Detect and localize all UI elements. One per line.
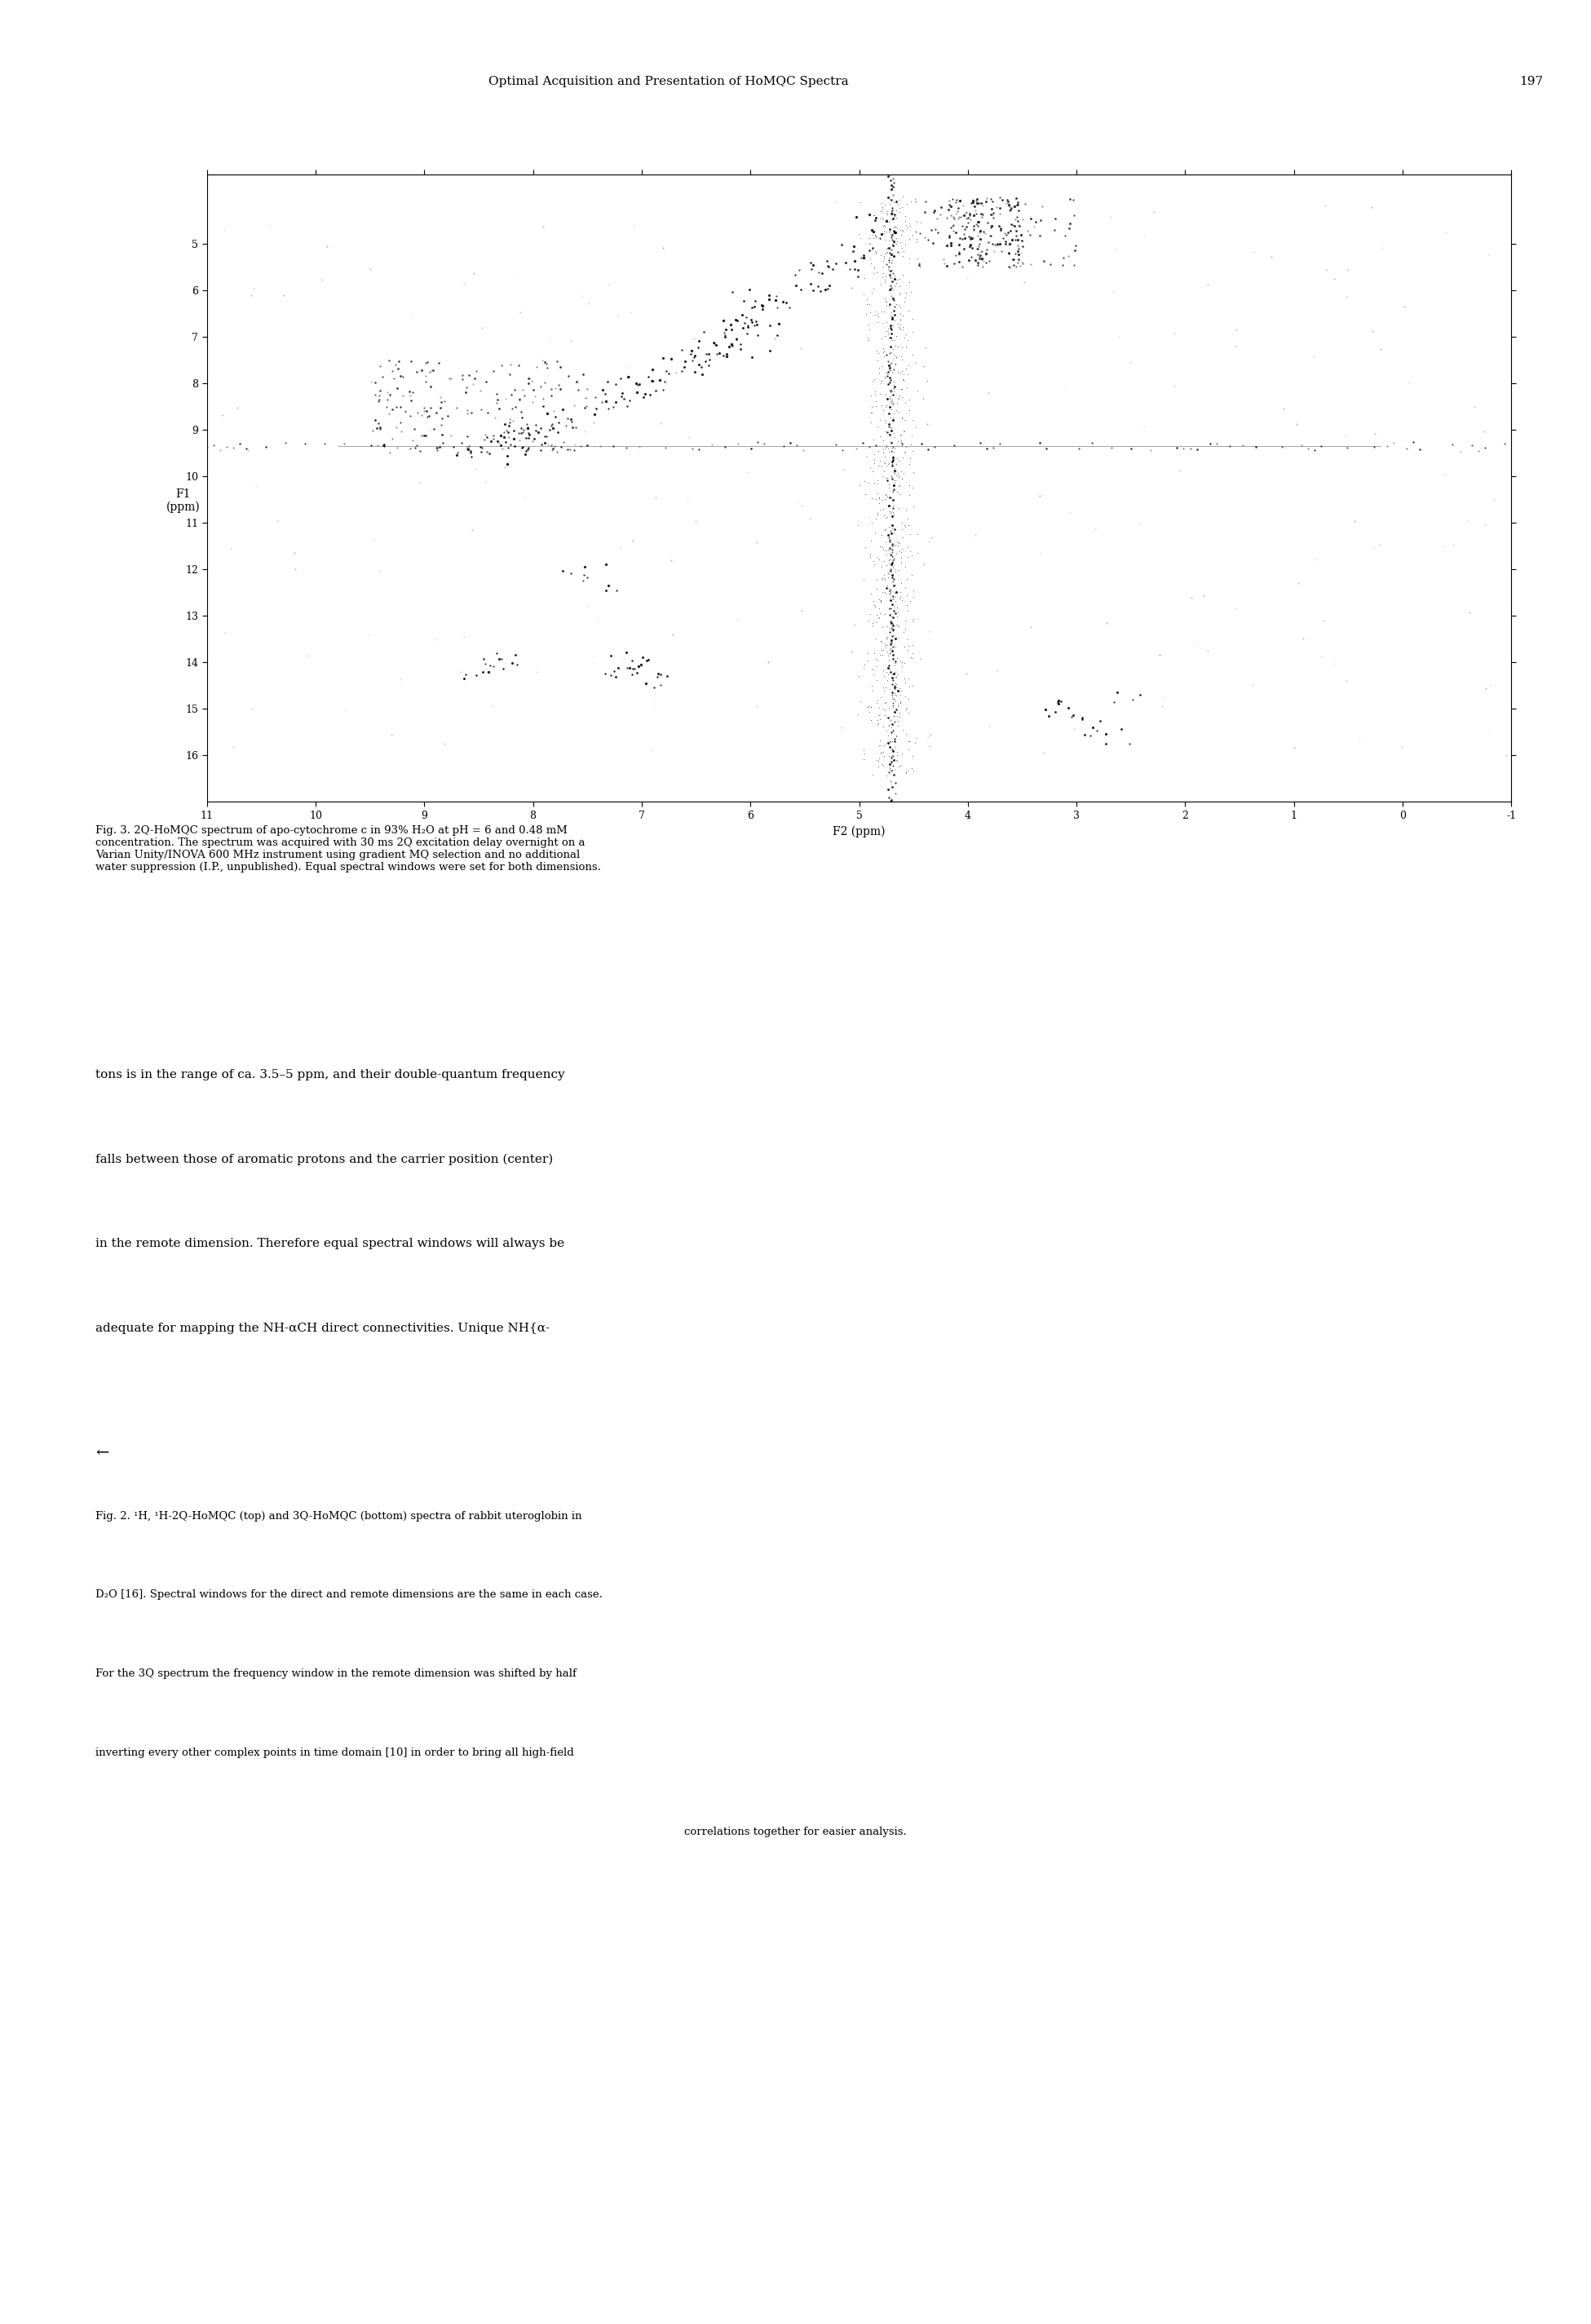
Text: tons is in the range of ca. 3.5–5 ppm, and their double-quantum frequency: tons is in the range of ca. 3.5–5 ppm, a… xyxy=(95,1069,565,1081)
Text: ←: ← xyxy=(95,1446,108,1459)
Text: D₂O [16]. Spectral windows for the direct and remote dimensions are the same in : D₂O [16]. Spectral windows for the direc… xyxy=(95,1590,603,1601)
Text: For the 3Q spectrum the frequency window in the remote dimension was shifted by : For the 3Q spectrum the frequency window… xyxy=(95,1669,576,1680)
X-axis label: F2 (ppm): F2 (ppm) xyxy=(832,825,886,837)
Text: Fig. 2. ¹H, ¹H-2Q-HoMQC (top) and 3Q-HoMQC (bottom) spectra of rabbit uteroglobi: Fig. 2. ¹H, ¹H-2Q-HoMQC (top) and 3Q-HoM… xyxy=(95,1511,582,1522)
Text: inverting every other complex points in time domain [10] in order to bring all h: inverting every other complex points in … xyxy=(95,1748,574,1759)
Text: adequate for mapping the NH-αCH direct connectivities. Unique NH{α-: adequate for mapping the NH-αCH direct c… xyxy=(95,1322,550,1334)
Text: 197: 197 xyxy=(1519,77,1543,86)
Text: correlations together for easier analysis.: correlations together for easier analysi… xyxy=(684,1827,907,1838)
Text: Optimal Acquisition and Presentation of HoMQC Spectra: Optimal Acquisition and Presentation of … xyxy=(488,77,848,86)
Y-axis label: F1
(ppm): F1 (ppm) xyxy=(165,488,200,514)
Text: in the remote dimension. Therefore equal spectral windows will always be: in the remote dimension. Therefore equal… xyxy=(95,1239,565,1250)
Text: falls between those of aromatic protons and the carrier position (center): falls between those of aromatic protons … xyxy=(95,1153,554,1164)
Text: Fig. 3. 2Q-HoMQC spectrum of apo-cytochrome c in 93% H₂O at pH = 6 and 0.48 mM
c: Fig. 3. 2Q-HoMQC spectrum of apo-cytochr… xyxy=(95,825,601,872)
